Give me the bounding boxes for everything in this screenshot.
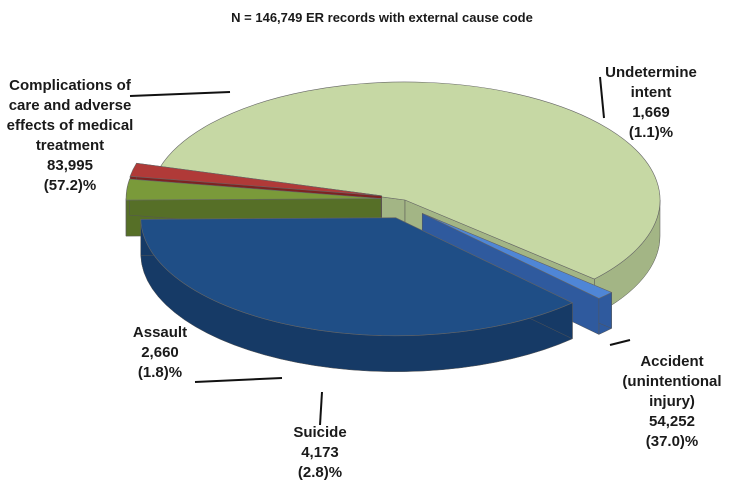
slice-label-line: Suicide [293, 424, 346, 441]
slice-label-line: intent [631, 84, 672, 101]
slice-label-line: Undetermine [605, 64, 697, 81]
slice-label-line: treatment [36, 137, 104, 154]
slice-labels: Complications of care and adverse effects … [7, 64, 722, 481]
leader-lines [129, 76, 631, 426]
slice-percent-label: (1.1)% [629, 124, 673, 141]
slice-label-suicide: Suicide 4,173 (2.8)% [293, 424, 346, 481]
slice-label-line: effects of medical [7, 117, 134, 134]
slice-label-undetermine: Undetermine intent 1,669 (1.1)% [605, 64, 697, 141]
pie-slice-top-accident [140, 217, 574, 337]
leader-line-suicide [319, 391, 323, 426]
slice-count-label: 1,669 [632, 104, 670, 121]
slice-label-line: (unintentional [622, 373, 721, 390]
pie-slice-accident [140, 217, 574, 372]
slice-count-label: 2,660 [141, 344, 179, 361]
slice-label-line: Complications of [9, 77, 132, 94]
slice-count-label: 4,173 [301, 444, 339, 461]
slice-label-complications-of: Complications of care and adverse effects … [7, 77, 134, 194]
slice-percent-label: (57.2)% [44, 177, 97, 194]
pie-slice-top-undetermine [422, 213, 613, 299]
slice-label-line: Accident [640, 353, 703, 370]
slice-label-line: care and adverse [9, 97, 132, 114]
leader-line-complications-of [129, 91, 231, 97]
slice-label-line: Assault [133, 324, 187, 341]
pie-slice-top-complications-of [159, 81, 661, 280]
chart-title: N = 146,749 ER records with external cau… [231, 10, 533, 25]
slice-label-assault: Assault 2,660 (1.8)% [133, 324, 187, 381]
slice-count-label: 83,995 [47, 157, 93, 174]
slice-percent-label: (1.8)% [138, 364, 182, 381]
pie-slice-top-suicide [125, 178, 382, 201]
leader-line-assault [194, 377, 283, 383]
pie-slices [125, 81, 661, 372]
slice-percent-label: (37.0)% [646, 433, 699, 450]
slice-label-accident: Accident (unintentional injury) 54,252 (37.0… [622, 353, 721, 450]
leader-line-undetermine [599, 76, 605, 119]
leader-line-accident [609, 339, 631, 346]
slice-percent-label: (2.8)% [298, 464, 342, 481]
pie-slice-top-assault [129, 162, 382, 197]
slice-label-line: injury) [649, 393, 695, 410]
slice-count-label: 54,252 [649, 413, 695, 430]
